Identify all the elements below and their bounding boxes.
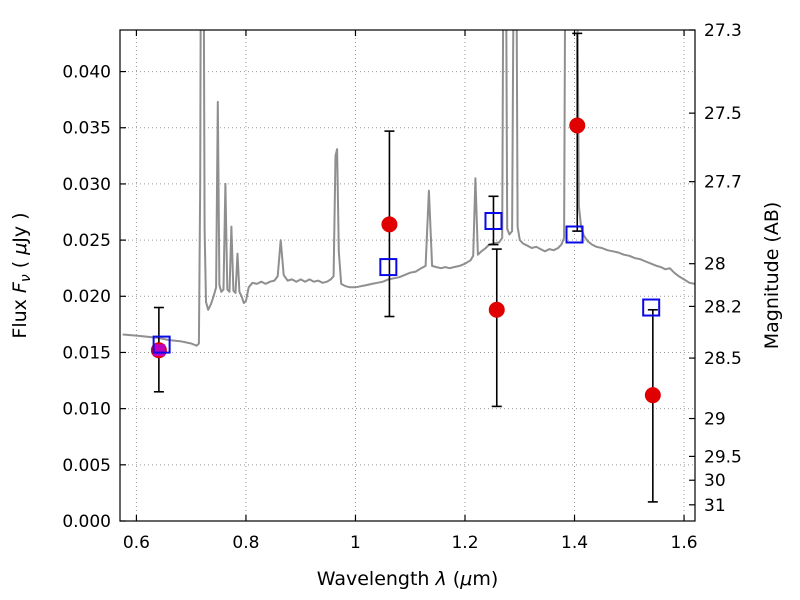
x-axis-label: Wavelength λ (μm)	[317, 568, 498, 590]
x-tick-label: 1	[350, 533, 361, 553]
blue-open-square-marker	[152, 335, 171, 354]
y-tick-label-right: 29	[704, 409, 726, 429]
red-circle-marker	[488, 301, 505, 318]
y-tick-label-right: 31	[704, 496, 726, 516]
y-tick-label-left: 0.005	[62, 456, 111, 476]
error-bar	[488, 195, 499, 246]
blue-open-square-marker	[642, 298, 661, 317]
y-tick-label-left: 0.020	[62, 287, 111, 307]
x-tick-label: 1.6	[671, 533, 698, 553]
y-tick-label-right: 29.5	[704, 447, 742, 467]
red-circle-marker	[569, 117, 586, 134]
y-tick-label-left: 0.015	[62, 343, 111, 363]
y-tick-label-left: 0.010	[62, 400, 111, 420]
red-circle-marker	[381, 216, 398, 233]
y-tick-label-left: 0.000	[62, 512, 111, 532]
y-tick-label-right: 30	[704, 471, 726, 491]
axes-layer	[119, 29, 696, 522]
blue-open-square-marker	[484, 212, 503, 231]
y-tick-label-left: 0.035	[62, 119, 111, 139]
x-tick-label: 1.4	[561, 533, 588, 553]
red-circle-marker	[644, 387, 661, 404]
x-tick-label: 0.8	[232, 533, 259, 553]
y-tick-label-right: 28	[704, 255, 726, 275]
y-tick-label-right: 27.3	[704, 21, 742, 41]
x-tick-label: 0.6	[123, 533, 150, 553]
x-tick-label: 1.2	[451, 533, 478, 553]
magenta-square-marker	[152, 344, 165, 357]
y-tick-label-left: 0.025	[62, 231, 111, 251]
y-axis-label-left: Flux Fν ( μJy )	[9, 212, 34, 338]
y-tick-label-right: 27.7	[704, 173, 742, 193]
y-tick-label-right: 27.5	[704, 104, 742, 124]
error-bar	[647, 308, 658, 503]
y-tick-label-left: 0.040	[62, 63, 111, 83]
blue-open-square-marker	[379, 258, 398, 277]
y-axis-label-right: Magnitude (AB)	[761, 202, 783, 350]
model-spectrum-line	[122, 30, 695, 347]
y-tick-label-left: 0.030	[62, 175, 111, 195]
plot-frame	[119, 29, 696, 522]
y-tick-label-right: 28.5	[704, 349, 742, 369]
tick-label-layer: 0.6 0.8 1 1.2 1.4 1.6 0.000 0.005 0.010 0.015 0.02…	[62, 21, 742, 553]
blue-open-square-marker	[565, 225, 584, 244]
marker-layer	[150, 117, 661, 404]
error-bar	[491, 248, 502, 408]
spectrum-line	[122, 30, 695, 347]
y-tick-label-right: 28.2	[704, 297, 742, 317]
